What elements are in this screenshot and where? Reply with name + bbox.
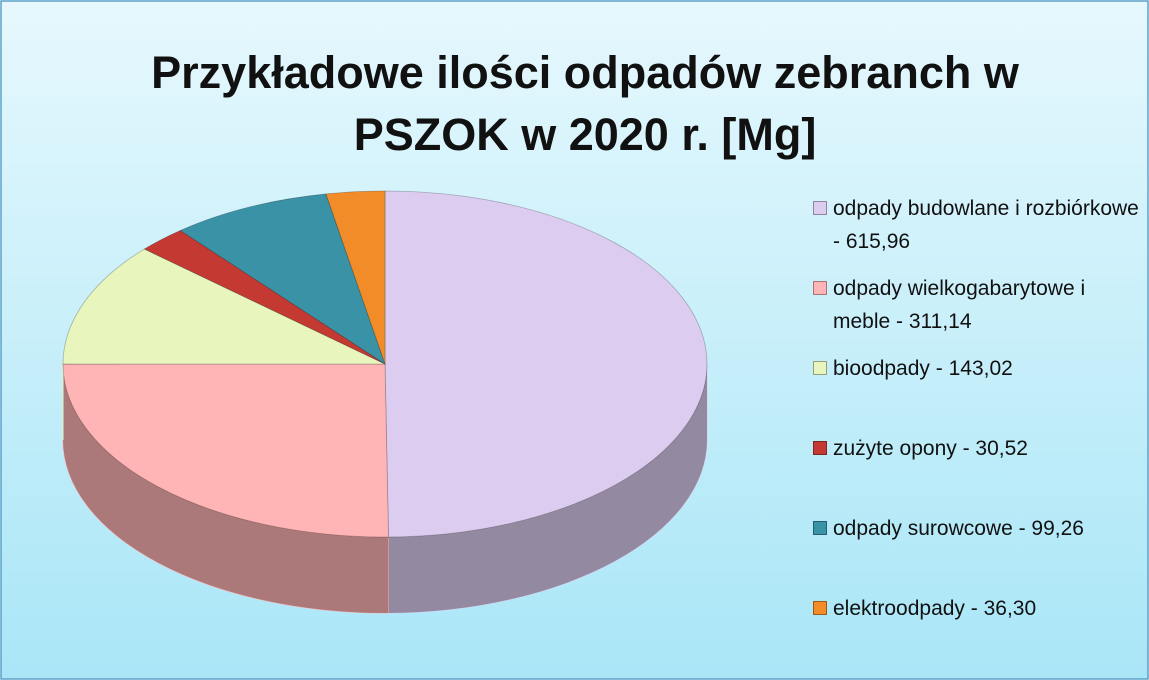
legend-swatch (813, 281, 827, 295)
legend-swatch (813, 521, 827, 535)
slice (384, 190, 708, 538)
legend-item: odpady surowcowe - 99,26 (813, 512, 1143, 545)
slice (179, 193, 386, 365)
slice (143, 230, 386, 365)
legend-label: odpady wielkogabarytowe i meble - 311,14 (833, 277, 1086, 333)
legend-item: odpady budowlane i rozbiórkowe - 615,96 (813, 192, 1143, 258)
slice (62, 363, 389, 538)
slice-side-shade (63, 364, 389, 613)
legend-swatch (813, 441, 827, 455)
legend-item: zużyte opony - 30,52 (813, 432, 1143, 465)
pie (62, 190, 708, 614)
legend-label: odpady budowlane i rozbiórkowe - 615,96 (833, 197, 1139, 253)
legend-item: elektroodpady - 36,30 (813, 592, 1143, 625)
legend-item: odpady wielkogabarytowe i meble - 311,14 (813, 272, 1143, 338)
legend-label: elektroodpady - 36,30 (833, 597, 1037, 620)
legend-label: zużyte opony - 30,52 (833, 437, 1028, 460)
slice (325, 190, 386, 365)
legend-swatch (813, 201, 827, 215)
legend-item: bioodpady - 143,02 (813, 352, 1143, 385)
legend-label: odpady surowcowe - 99,26 (833, 517, 1084, 540)
chart-title: Przykładowe ilości odpadów zebranch w PS… (151, 47, 1019, 160)
legend-swatch (813, 601, 827, 615)
legend-label: bioodpady - 143,02 (833, 357, 1013, 380)
slice (62, 248, 386, 365)
legend-swatch (813, 361, 827, 375)
slice-side-shade (388, 364, 707, 613)
